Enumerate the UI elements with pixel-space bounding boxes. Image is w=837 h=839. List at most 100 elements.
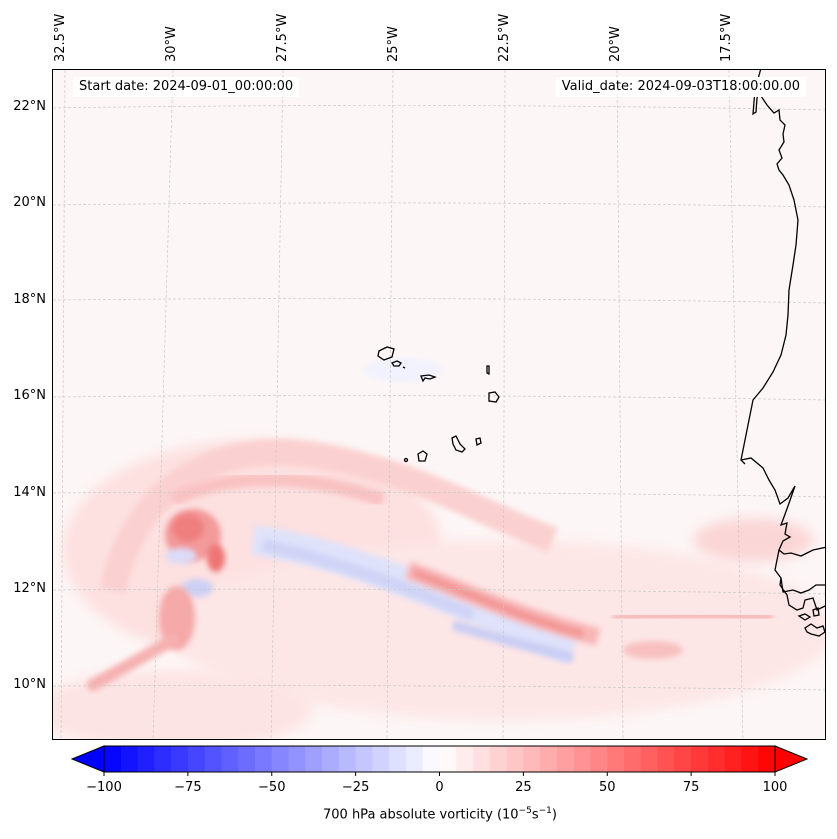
colorbar-segment bbox=[540, 746, 558, 772]
colorbar-segment bbox=[187, 746, 206, 772]
vorticity-positive-area bbox=[623, 641, 683, 659]
colorbar-label-text: s bbox=[531, 807, 539, 823]
colorbar-segment bbox=[674, 746, 692, 772]
vorticity-positive-area bbox=[693, 518, 813, 562]
colorbar-segment bbox=[573, 746, 592, 772]
valid-date-label: Valid_date: 2024-09-03T18:00:00.00 bbox=[555, 77, 806, 97]
lon-label: 32.5°W bbox=[53, 13, 68, 62]
coastline-senegal-south bbox=[740, 457, 825, 557]
colorbar-ticks bbox=[103, 772, 776, 776]
lon-label: 22.5°W bbox=[497, 13, 512, 62]
colorbar-segment bbox=[204, 746, 223, 772]
colorbar-segment bbox=[489, 746, 508, 772]
island-fogo bbox=[417, 450, 428, 462]
coastline-gambia-guinea bbox=[774, 549, 825, 594]
lat-label: 20°N bbox=[13, 195, 46, 210]
colorbar-frame bbox=[103, 745, 776, 773]
island-santo-antao bbox=[377, 346, 395, 361]
colorbar-segments bbox=[104, 746, 776, 772]
start-date-label: Start date: 2024-09-01_00:00:00 bbox=[73, 77, 300, 97]
vorticity-positive-arc bbox=[100, 439, 558, 593]
lon-label: 30°W bbox=[164, 26, 179, 62]
colorbar-label: 700 hPa absolute vorticity (10−5s−1) bbox=[0, 806, 837, 822]
lat-label: 22°N bbox=[13, 99, 46, 114]
lon-label: 17.5°W bbox=[719, 13, 734, 62]
colorbar-segment bbox=[171, 746, 189, 772]
gridlines bbox=[53, 70, 825, 739]
colorbar-segment bbox=[456, 746, 474, 772]
coastline-bijagos bbox=[797, 607, 825, 637]
island-santa-luzia bbox=[402, 366, 406, 369]
colorbar-tick-label: 100 bbox=[762, 780, 788, 795]
island-brava bbox=[403, 457, 409, 463]
colorbar-segment bbox=[271, 746, 290, 772]
colorbar-segment bbox=[523, 746, 541, 772]
lon-label: 27.5°W bbox=[275, 13, 290, 62]
colorbar-segment bbox=[104, 746, 122, 772]
colorbar-label-exp: −5 bbox=[518, 806, 532, 816]
colorbar-segment bbox=[724, 746, 743, 772]
colorbar-segment bbox=[355, 746, 374, 772]
island-sal bbox=[486, 365, 490, 376]
vorticity-positive-area bbox=[53, 670, 313, 739]
colorbar-segment bbox=[439, 746, 457, 772]
colorbar-segment bbox=[473, 746, 491, 772]
colorbar-segment bbox=[154, 746, 172, 772]
map-canvas bbox=[53, 70, 825, 739]
vorticity-negative-area bbox=[181, 579, 213, 597]
vortex-core bbox=[207, 544, 225, 572]
colorbar-segment bbox=[607, 746, 625, 772]
vorticity-negative-band bbox=[451, 620, 575, 663]
lat-label: 18°N bbox=[13, 292, 46, 307]
colorbar-label-exp: −1 bbox=[538, 806, 552, 816]
vorticity-negative-band bbox=[261, 539, 476, 621]
colorbar-segment bbox=[758, 746, 776, 772]
colorbar-segment bbox=[338, 746, 357, 772]
coastline-mauritania-senegal bbox=[740, 70, 799, 465]
coastline bbox=[740, 70, 825, 637]
colorbar-tick-label: 75 bbox=[682, 780, 700, 795]
lat-label: 14°N bbox=[13, 485, 46, 500]
island-sao-vicente bbox=[391, 360, 402, 367]
island-sao-nicolau bbox=[420, 374, 437, 383]
colorbar-extend-min bbox=[70, 745, 105, 773]
colorbar-segment bbox=[657, 746, 675, 772]
colorbar-segment bbox=[422, 746, 441, 772]
lat-label: 10°N bbox=[13, 677, 46, 692]
lat-label: 12°N bbox=[13, 581, 46, 596]
colorbar-segment bbox=[238, 746, 256, 772]
colorbar-segment bbox=[372, 746, 390, 772]
lat-label: 16°N bbox=[13, 388, 46, 403]
colorbar-segment bbox=[624, 746, 642, 772]
lon-label: 25°W bbox=[386, 26, 401, 62]
vorticity-field bbox=[53, 358, 825, 739]
colorbar-segment bbox=[405, 746, 424, 772]
colorbar-segment bbox=[288, 746, 306, 772]
colorbar-segment bbox=[389, 746, 407, 772]
colorbar-segment bbox=[322, 746, 340, 772]
colorbar-tick-label: 50 bbox=[598, 780, 616, 795]
colorbar-tick-label: −25 bbox=[341, 780, 370, 795]
colorbar-tick-label: 0 bbox=[435, 780, 444, 795]
colorbar-tick-label: −75 bbox=[174, 780, 202, 795]
colorbar-label-text: 700 hPa absolute vorticity (10 bbox=[323, 807, 519, 823]
vorticity-positive-streak bbox=[87, 634, 179, 691]
coastline-guinea-bissau bbox=[779, 577, 825, 611]
vorticity-map[interactable]: Start date: 2024-09-01_00:00:00 Valid_da… bbox=[52, 69, 826, 740]
colorbar-segment bbox=[254, 746, 273, 772]
vorticity-negative-area bbox=[165, 548, 197, 564]
colorbar-tick-label: −100 bbox=[86, 780, 122, 795]
colorbar-segment bbox=[640, 746, 659, 772]
colorbar-tick-label: 25 bbox=[515, 780, 532, 795]
colorbar-segment bbox=[305, 746, 323, 772]
vorticity-positive-arc bbox=[169, 472, 386, 507]
island-boa-vista bbox=[488, 391, 500, 403]
colorbar-segment bbox=[137, 746, 155, 772]
vorticity-positive-band bbox=[612, 610, 774, 623]
colorbar-segment bbox=[691, 746, 709, 772]
colorbar-segment bbox=[556, 746, 575, 772]
colorbar-segment bbox=[120, 746, 139, 772]
lon-label: 20°W bbox=[608, 26, 623, 62]
colorbar-segment bbox=[221, 746, 239, 772]
colorbar-segment bbox=[707, 746, 726, 772]
